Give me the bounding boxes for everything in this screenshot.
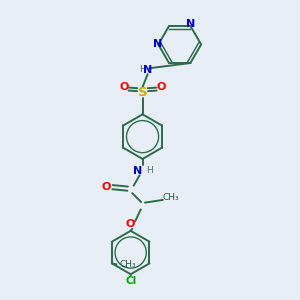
Text: N: N: [153, 40, 162, 50]
Text: N: N: [133, 166, 142, 176]
Text: Cl: Cl: [125, 276, 136, 286]
Text: O: O: [126, 219, 135, 229]
Text: H: H: [139, 65, 146, 74]
Text: S: S: [138, 85, 147, 98]
Text: N: N: [143, 65, 152, 75]
Text: O: O: [102, 182, 111, 192]
Text: N: N: [186, 20, 196, 29]
Text: CH₃: CH₃: [163, 193, 179, 202]
Text: CH₃: CH₃: [119, 260, 136, 269]
Text: H: H: [146, 166, 152, 175]
Text: O: O: [119, 82, 129, 92]
Text: O: O: [156, 82, 166, 92]
